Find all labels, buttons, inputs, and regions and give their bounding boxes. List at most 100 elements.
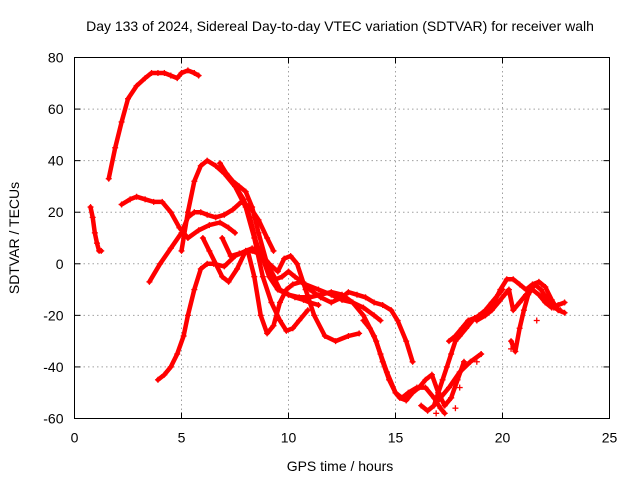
data-point <box>296 294 303 301</box>
data-point <box>366 325 373 332</box>
data-point <box>221 211 228 218</box>
data-point <box>276 317 283 324</box>
data-point <box>512 348 519 355</box>
data-point <box>225 278 232 285</box>
data-point <box>523 286 530 293</box>
data-point <box>89 214 96 221</box>
data-point <box>379 358 386 365</box>
data-point <box>446 384 452 391</box>
data-point <box>174 75 181 82</box>
x-tick-label: 10 <box>281 430 297 446</box>
data-point <box>467 358 474 365</box>
data-point <box>229 178 236 185</box>
data-point <box>91 229 98 236</box>
data-point <box>328 289 335 296</box>
data-point <box>311 312 318 319</box>
data-point <box>332 338 339 345</box>
data-point <box>191 69 198 76</box>
data-point <box>516 325 523 332</box>
data-point <box>418 402 425 409</box>
y-tick-label: 80 <box>48 50 64 66</box>
series-pass-o <box>508 282 563 354</box>
data-point <box>441 410 448 417</box>
data-point <box>535 291 542 298</box>
data-point <box>371 312 378 319</box>
data-point <box>204 260 211 267</box>
data-point <box>221 263 228 270</box>
data-point <box>257 312 264 319</box>
data-point <box>345 289 352 296</box>
data-point <box>403 397 410 404</box>
isolated-point <box>478 351 485 358</box>
data-point <box>456 369 463 376</box>
data-point <box>428 371 435 378</box>
data-point <box>199 235 206 241</box>
data-point <box>460 358 467 365</box>
data-point <box>285 268 292 275</box>
data-point <box>373 338 380 345</box>
data-point <box>274 286 281 293</box>
y-tick-label: 20 <box>48 204 64 220</box>
series-layer <box>87 67 568 417</box>
y-tick-label: 0 <box>56 256 64 272</box>
data-point <box>274 268 281 275</box>
isolated-point <box>533 317 540 324</box>
data-point <box>204 211 211 218</box>
data-point <box>448 351 455 358</box>
data-point <box>259 255 266 262</box>
data-point <box>249 245 256 252</box>
data-point <box>392 389 399 396</box>
series-pass-h <box>200 235 362 344</box>
data-point <box>154 376 161 383</box>
data-point <box>87 204 94 211</box>
data-point <box>377 317 384 324</box>
data-point <box>264 235 271 241</box>
y-tick-label: -40 <box>43 359 63 375</box>
data-point <box>272 276 279 283</box>
data-point <box>458 325 465 332</box>
data-point <box>167 72 174 79</box>
data-point <box>561 309 568 316</box>
isolated-point <box>448 394 455 401</box>
data-point <box>159 198 166 205</box>
data-point <box>281 255 288 262</box>
data-point <box>133 193 140 200</box>
data-point <box>409 389 416 396</box>
data-point <box>339 291 345 298</box>
data-point <box>452 338 459 345</box>
data-point <box>217 219 224 226</box>
isolated-point <box>452 405 459 412</box>
data-point <box>435 397 442 404</box>
data-point <box>503 276 510 283</box>
data-point <box>403 338 410 345</box>
data-point <box>142 196 149 203</box>
y-axis-title: SDTVAR / TECUs <box>6 182 22 294</box>
y-tick-label: -60 <box>43 411 63 427</box>
isolated-point <box>544 291 551 298</box>
data-point <box>431 402 438 409</box>
data-point <box>98 247 105 254</box>
data-point <box>362 294 369 301</box>
y-tick-label: 60 <box>48 101 64 117</box>
data-point <box>435 389 442 396</box>
data-point <box>249 204 256 211</box>
data-point <box>206 222 213 229</box>
data-point <box>212 162 219 169</box>
data-point <box>236 250 243 257</box>
data-point <box>206 247 213 254</box>
data-point <box>439 376 446 383</box>
data-point <box>446 338 452 345</box>
data-point <box>505 286 512 293</box>
data-point <box>212 214 219 221</box>
data-point <box>544 296 551 303</box>
data-point <box>112 144 119 151</box>
isolated-point <box>433 410 440 417</box>
y-tick-label: 40 <box>48 153 64 169</box>
data-point <box>360 317 367 324</box>
x-tick-label: 20 <box>495 430 511 446</box>
y-tick-label: -20 <box>43 307 63 323</box>
data-point <box>225 224 232 231</box>
data-point <box>227 253 234 260</box>
data-point <box>538 286 545 293</box>
